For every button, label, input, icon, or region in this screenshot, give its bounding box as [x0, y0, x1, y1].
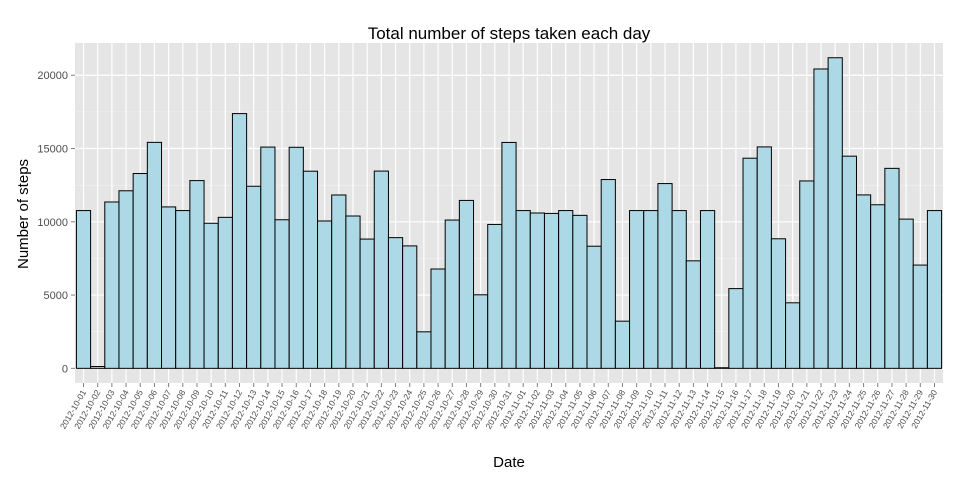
bar: [714, 367, 730, 369]
bar: [175, 210, 191, 369]
bar: [246, 185, 262, 369]
y-tick-label: 20000: [37, 70, 68, 82]
y-axis-title: Number of steps: [15, 159, 32, 269]
bar: [487, 223, 503, 369]
bar: [558, 210, 574, 369]
bar: [501, 141, 517, 369]
bar: [444, 219, 460, 369]
bar: [529, 212, 545, 369]
bar: [685, 260, 701, 369]
bar: [600, 179, 616, 369]
y-tick-label: 5000: [44, 290, 68, 302]
bar: [416, 331, 432, 369]
chart-title: Total number of steps taken each day: [368, 24, 651, 43]
bar: [742, 157, 758, 369]
bar: [926, 210, 943, 369]
bar: [515, 210, 531, 369]
bar: [345, 215, 361, 369]
bar: [785, 302, 801, 369]
bar: [756, 146, 772, 369]
bar: [912, 264, 928, 369]
bar: [699, 210, 716, 369]
y-tick-label: 0: [62, 363, 68, 375]
bar: [884, 167, 900, 369]
bar: [629, 210, 645, 369]
bar: [274, 219, 290, 369]
bar: [799, 180, 815, 369]
bar: [132, 173, 148, 369]
bar: [189, 180, 205, 369]
bar: [657, 183, 673, 369]
bar: [728, 288, 744, 369]
y-tick-label: 10000: [37, 217, 68, 229]
bar: [841, 155, 857, 369]
bar: [75, 210, 92, 369]
bar: [898, 218, 914, 369]
bar: [288, 146, 304, 369]
bar: [671, 210, 687, 369]
y-tick-label: 15000: [37, 144, 68, 156]
bar: [302, 170, 319, 369]
bar: [331, 194, 347, 369]
bar: [458, 199, 475, 369]
bar: [855, 194, 872, 369]
bar: [359, 238, 375, 369]
bar: [387, 237, 404, 369]
bar: [317, 220, 333, 369]
bar: [104, 201, 120, 369]
bar: [90, 365, 106, 369]
bar: [373, 170, 389, 369]
bar: [543, 212, 560, 369]
bar: [586, 245, 602, 369]
bar: [770, 238, 787, 369]
bars-group: [75, 57, 943, 369]
bar: [473, 294, 489, 369]
bar: [161, 206, 177, 369]
bar: [572, 214, 588, 369]
bar: [146, 141, 163, 369]
y-axis: 0 5000 10000 15000 20000: [37, 70, 75, 375]
bar: [827, 57, 843, 369]
bar: [870, 204, 886, 369]
bar: [402, 245, 418, 369]
bar: [260, 146, 276, 369]
bar: [643, 210, 659, 369]
bar: [813, 68, 829, 369]
bar: [430, 268, 446, 369]
bar: [203, 222, 219, 369]
bar: [217, 216, 233, 369]
bar: [614, 320, 631, 369]
x-axis-title: Date: [493, 454, 525, 471]
bar: [231, 113, 248, 369]
bar: [118, 190, 134, 369]
